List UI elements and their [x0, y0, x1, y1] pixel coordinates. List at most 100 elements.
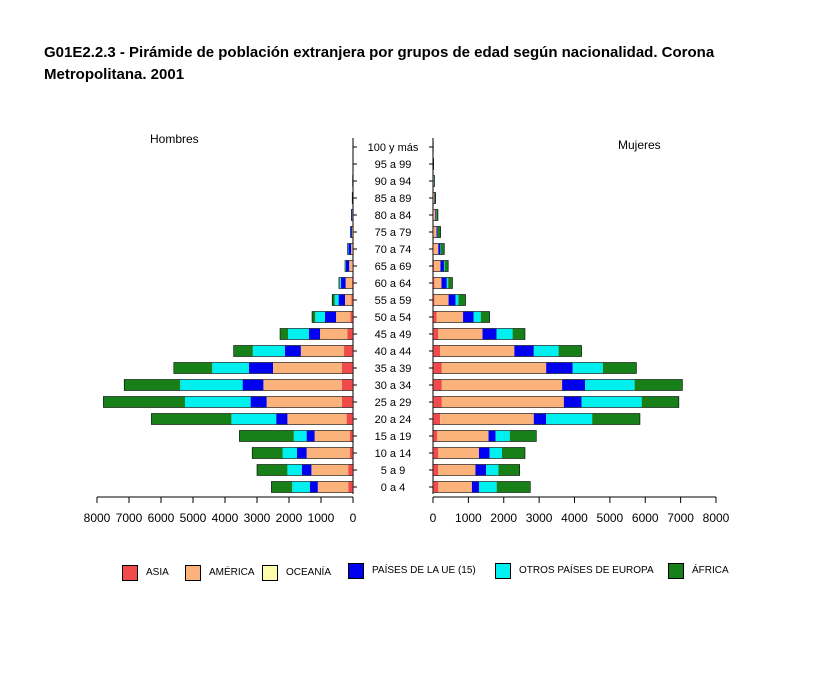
bar-hombres-55-a-59-asia: [351, 294, 353, 306]
bar-mujeres-5-a-9-africa: [498, 464, 520, 476]
bar-mujeres-55-a-59-asia: [433, 294, 435, 306]
legend-swatch: [185, 565, 201, 581]
hombres-label: Hombres: [150, 132, 199, 146]
bar-hombres-10-a-14-paises-de-la-ue-15: [297, 447, 307, 459]
bar-mujeres-90-a-94-africa: [433, 175, 435, 187]
bar-hombres-30-a-34-america: [263, 379, 342, 391]
category-label: 60 a 64: [375, 278, 412, 290]
bar-mujeres-50-a-54-africa: [480, 311, 490, 323]
bar-mujeres-90-a-94-america: [433, 175, 434, 187]
bar-mujeres-0-a-4-otros-paises-de-europa: [478, 481, 497, 493]
bar-mujeres-0-a-4-asia: [433, 481, 439, 493]
left-x-tick-label: 5000: [180, 511, 207, 525]
bar-hombres-5-a-9-africa: [257, 464, 288, 476]
right-x-tick-label: 8000: [703, 511, 730, 525]
legend-label: OCEANÍA: [286, 567, 332, 578]
category-label: 95 a 99: [375, 159, 412, 171]
legend-swatch: [262, 565, 278, 581]
bar-hombres-15-a-19-paises-de-la-ue-15: [306, 430, 315, 442]
right-x-tick-label: 5000: [597, 511, 624, 525]
bar-hombres-40-a-44-asia: [344, 345, 353, 357]
bar-mujeres-15-a-19-otros-paises-de-europa: [495, 430, 510, 442]
category-label: 35 a 39: [375, 363, 412, 375]
category-label: 65 a 69: [375, 261, 412, 273]
bar-mujeres-0-a-4-america: [438, 481, 472, 493]
bar-hombres-5-a-9-otros-paises-de-europa: [287, 464, 302, 476]
bar-mujeres-20-a-24-paises-de-la-ue-15: [533, 413, 547, 425]
bar-mujeres-70-a-74-africa: [440, 243, 445, 255]
legend-label: OTROS PAÍSES DE EUROPA: [519, 565, 654, 576]
category-label: 70 a 74: [375, 244, 412, 256]
bar-mujeres-80-a-84-africa: [436, 209, 438, 221]
bar-hombres-15-a-19-america: [314, 430, 350, 442]
bar-hombres-75-a-79-america: [351, 226, 353, 238]
bar-mujeres-0-a-4-africa: [496, 481, 531, 493]
bar-mujeres-5-a-9-paises-de-la-ue-15: [475, 464, 487, 476]
bar-mujeres-45-a-49-africa: [512, 328, 525, 340]
bar-hombres-35-a-39-america: [273, 362, 342, 374]
bar-mujeres-15-a-19-africa: [509, 430, 537, 442]
bar-hombres-60-a-64-asia: [352, 277, 353, 289]
bar-mujeres-20-a-24-africa: [592, 413, 640, 425]
bar-mujeres-5-a-9-america: [438, 464, 476, 476]
bar-hombres-60-a-64-otros-paises-de-europa: [339, 277, 341, 289]
bar-hombres-45-a-49-otros-paises-de-europa: [288, 328, 309, 340]
bar-hombres-20-a-24-africa: [151, 413, 232, 425]
bar-hombres-55-a-59-africa: [332, 294, 335, 306]
chart-title-line2: Metropolitana. 2001: [44, 66, 185, 83]
bar-mujeres-10-a-14-paises-de-la-ue-15: [478, 447, 490, 459]
bar-hombres-75-a-79-paises-de-la-ue-15: [350, 226, 352, 238]
bar-hombres-15-a-19-otros-paises-de-europa: [293, 430, 307, 442]
bar-hombres-10-a-14-africa: [252, 447, 283, 459]
category-label: 80 a 84: [375, 210, 412, 222]
left-x-tick-label: 3000: [244, 511, 271, 525]
bar-hombres-45-a-49-asia: [347, 328, 353, 340]
right-x-tick-label: 7000: [667, 511, 694, 525]
bar-hombres-30-a-34-africa: [124, 379, 181, 391]
bar-mujeres-75-a-79-africa: [437, 226, 441, 238]
bar-mujeres-50-a-54-asia: [433, 311, 437, 323]
bar-mujeres-55-a-59-africa: [458, 294, 466, 306]
bar-hombres-60-a-64-paises-de-la-ue-15: [340, 277, 346, 289]
bar-mujeres-30-a-34-africa: [634, 379, 683, 391]
category-label: 100 y más: [368, 142, 419, 154]
bar-mujeres-40-a-44-america: [440, 345, 515, 357]
bar-mujeres-70-a-74-america: [433, 243, 439, 255]
bar-mujeres-40-a-44-africa: [558, 345, 582, 357]
legend-swatch: [668, 563, 684, 579]
category-label: 75 a 79: [375, 227, 412, 239]
chart-title-line1: G01E2.2.3 - Pirámide de población extran…: [44, 44, 715, 61]
bar-hombres-20-a-24-otros-paises-de-europa: [231, 413, 277, 425]
bar-hombres-55-a-59-paises-de-la-ue-15: [338, 294, 345, 306]
bar-hombres-30-a-34-paises-de-la-ue-15: [242, 379, 264, 391]
bar-mujeres-20-a-24-otros-paises-de-europa: [546, 413, 593, 425]
bar-mujeres-30-a-34-america: [441, 379, 563, 391]
category-label: 30 a 34: [375, 380, 412, 392]
category-label: 0 a 4: [381, 482, 405, 494]
bar-mujeres-20-a-24-asia: [433, 413, 441, 425]
bar-mujeres-60-a-64-africa: [448, 277, 453, 289]
bar-mujeres-5-a-9-asia: [433, 464, 439, 476]
bar-mujeres-45-a-49-paises-de-la-ue-15: [482, 328, 497, 340]
bar-hombres-50-a-54-asia: [350, 311, 353, 323]
bar-mujeres-65-a-69-asia: [433, 260, 435, 272]
bar-mujeres-30-a-34-asia: [433, 379, 442, 391]
bar-hombres-55-a-59-america: [345, 294, 352, 306]
bar-hombres-15-a-19-africa: [239, 430, 294, 442]
bar-hombres-5-a-9-paises-de-la-ue-15: [301, 464, 312, 476]
bar-mujeres-10-a-14-otros-paises-de-europa: [489, 447, 502, 459]
bar-mujeres-35-a-39-paises-de-la-ue-15: [546, 362, 573, 374]
bar-hombres-45-a-49-america: [320, 328, 348, 340]
bar-hombres-15-a-19-asia: [349, 430, 353, 442]
legend-swatch: [495, 563, 511, 579]
left-x-tick-label: 7000: [116, 511, 143, 525]
bar-mujeres-5-a-9-otros-paises-de-europa: [486, 464, 499, 476]
bar-hombres-40-a-44-paises-de-la-ue-15: [284, 345, 301, 357]
bar-mujeres-15-a-19-asia: [433, 430, 438, 442]
bar-mujeres-55-a-59-paises-de-la-ue-15: [448, 294, 456, 306]
bar-hombres-0-a-4-paises-de-la-ue-15: [309, 481, 318, 493]
legend-label: ÁFRICA: [692, 565, 729, 576]
legend-label: ASIA: [146, 567, 169, 578]
bar-hombres-35-a-39-paises-de-la-ue-15: [249, 362, 273, 374]
legend-label: PAÍSES DE LA UE (15): [372, 565, 476, 576]
